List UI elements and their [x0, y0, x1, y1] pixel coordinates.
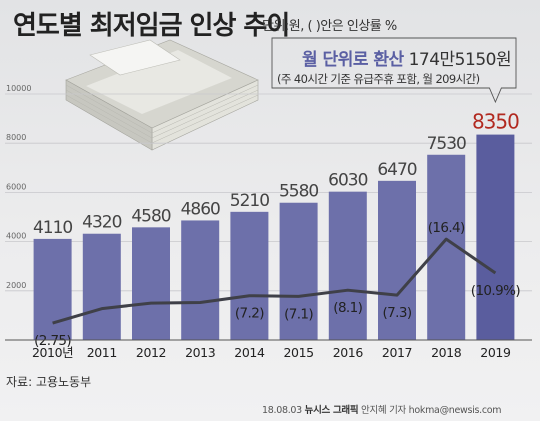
- bars: [33, 134, 515, 340]
- bar: [181, 220, 220, 340]
- bar: [230, 211, 269, 340]
- bar-value-labels: 4110 4320 4580 4860 5210 5580 6030 6470 7530 8350: [33, 110, 520, 238]
- x-tick-label: 2019: [480, 345, 511, 360]
- x-axis-labels: 2010년 2011 2012 2013 2014 2015 2016 2017 2018 201…: [32, 345, 511, 360]
- bar: [33, 238, 72, 340]
- bar: [378, 180, 416, 340]
- money-stack-icon: [65, 39, 259, 151]
- y-tick-label: 6000: [6, 182, 26, 191]
- bar-value-label: 7530: [427, 134, 466, 154]
- bar: [328, 191, 367, 340]
- rate-line: [52, 237, 497, 325]
- bar-value-label: 5580: [279, 182, 318, 202]
- y-axis-ticks: 2000 4000 6000 8000 10000: [6, 84, 31, 290]
- bar: [476, 134, 515, 340]
- x-tick-label: 2014: [234, 345, 265, 360]
- y-tick-label: 8000: [6, 133, 26, 142]
- unit-note: 단위:원, ( )안은 인상률 %: [262, 19, 397, 34]
- bar: [82, 233, 121, 340]
- bar-value-label: 8350: [472, 110, 519, 134]
- y-tick-label: 2000: [6, 281, 26, 290]
- y-tick-label: 4000: [6, 232, 26, 241]
- rate-label: (7.3): [382, 305, 411, 321]
- bar-value-label: 6030: [328, 171, 367, 191]
- rate-label: (10.9%): [471, 283, 521, 299]
- rate-label: (7.1): [284, 306, 313, 322]
- x-tick-label: 2011: [87, 345, 117, 360]
- rate-label: (7.2): [235, 306, 264, 322]
- monthly-conversion-label: 월 단위로 환산: [302, 50, 404, 70]
- credit-reporter: 안지혜 기자 hokma@newsis.com: [361, 405, 502, 416]
- monthly-conversion-detail: (주 40시간 기준 유급주휴 포함, 월 209시간): [277, 72, 480, 86]
- bar-value-label: 4110: [33, 218, 72, 238]
- bar-value-label: 6470: [377, 160, 416, 180]
- bar-value-label: 4860: [181, 199, 220, 219]
- x-tick-label: 2012: [136, 345, 166, 360]
- bar: [132, 227, 170, 340]
- highlight-callout: [271, 37, 517, 104]
- rate-label: (2.75): [34, 333, 71, 349]
- x-tick-label: 2010년: [32, 345, 73, 360]
- monthly-conversion: 월 단위로 환산 174만5150원: [302, 45, 512, 70]
- rate-label: (16.4): [428, 220, 465, 236]
- chart-title: 연도별 최저임금 인상 추이: [13, 11, 290, 41]
- x-tick-label: 2018: [431, 345, 462, 360]
- bar-value-label: 4320: [82, 213, 121, 233]
- source-note: 자료: 고용노동부: [6, 375, 92, 389]
- bar-value-label: 5210: [230, 191, 269, 211]
- callout-box: [271, 37, 517, 104]
- x-tick-label: 2017: [382, 345, 412, 360]
- x-tick-label: 2016: [333, 345, 364, 360]
- y-tick-label: 10000: [6, 84, 31, 93]
- credit-date: 18.08.03: [262, 405, 302, 416]
- monthly-conversion-value: 174만5150원: [408, 50, 512, 70]
- x-tick-label: 2015: [283, 345, 313, 360]
- rate-label: (8.1): [333, 300, 362, 316]
- x-tick-label: 2013: [185, 345, 215, 360]
- credit-agency: 뉴시스 그래픽: [304, 405, 359, 416]
- bar: [279, 202, 318, 340]
- increase-rate-line: (2.75) (7.2) (7.1) (8.1) (7.3) (16.4) (10.9%): [34, 220, 521, 349]
- credit-line: 18.08.03 뉴시스 그래픽 안지혜 기자 hokma@newsis.com: [262, 402, 502, 416]
- bar-value-label: 4580: [131, 206, 170, 226]
